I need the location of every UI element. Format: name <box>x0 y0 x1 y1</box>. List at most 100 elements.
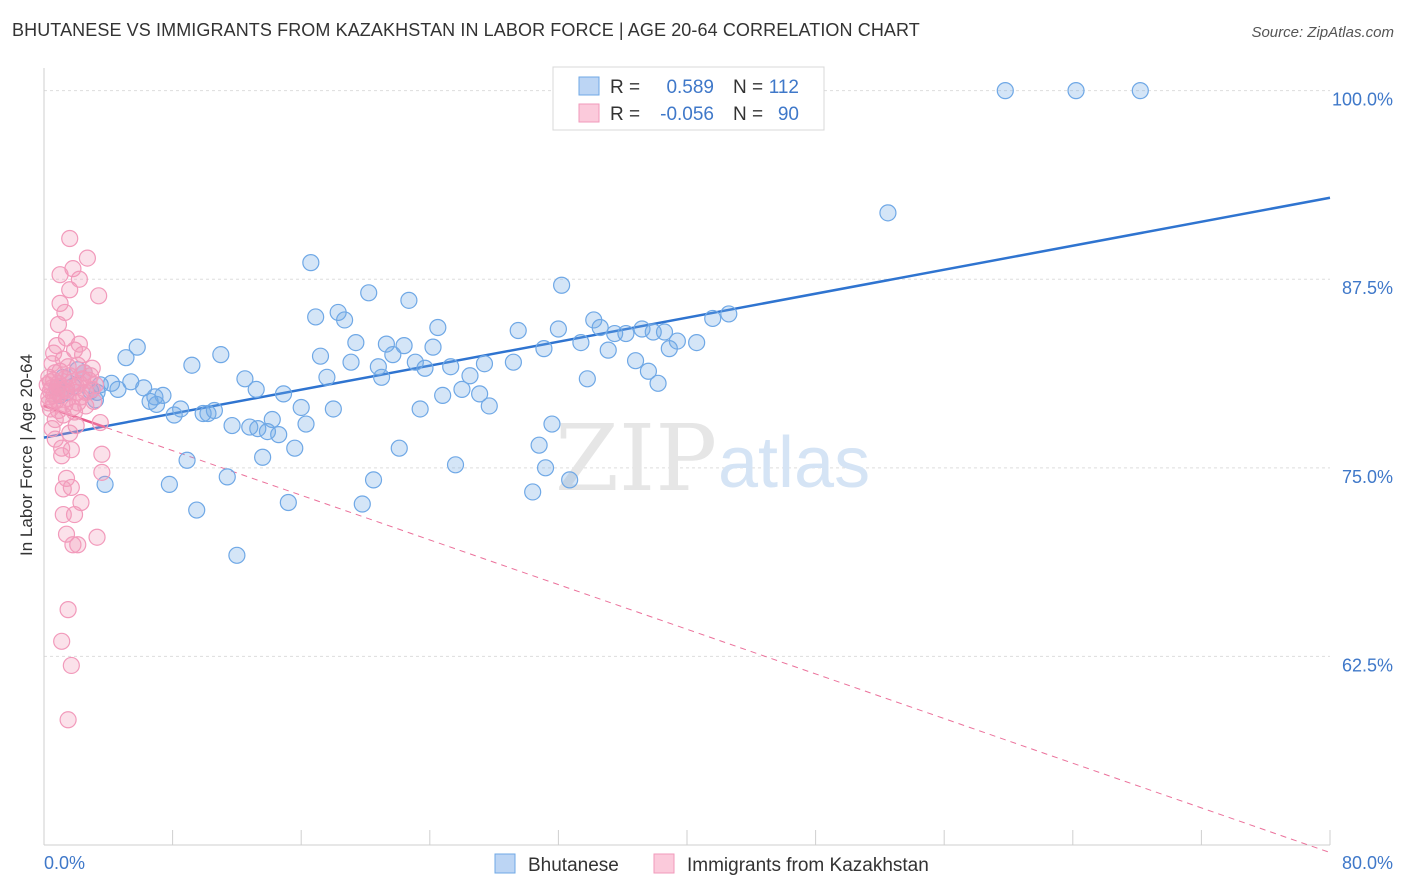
point-bhutanese <box>688 333 706 352</box>
point-bhutanese <box>475 355 494 373</box>
point-kazakhstan <box>64 536 82 554</box>
point-bhutanese <box>188 501 206 519</box>
point-bhutanese <box>194 404 212 423</box>
point-kazakhstan <box>62 441 80 459</box>
x-tick-label: 80.0% <box>1342 853 1393 873</box>
point-bhutanese <box>591 318 609 337</box>
point-bhutanese <box>1067 82 1085 100</box>
point-bhutanese <box>524 483 542 501</box>
point-bhutanese <box>879 204 897 222</box>
point-bhutanese <box>384 346 402 364</box>
point-bhutanese <box>302 254 320 272</box>
point-bhutanese <box>212 346 230 364</box>
point-bhutanese <box>247 380 265 398</box>
point-kazakhstan <box>57 525 76 543</box>
point-kazakhstan <box>45 386 63 404</box>
point-bhutanese <box>249 419 267 438</box>
point-kazakhstan <box>70 335 88 353</box>
point-bhutanese <box>446 456 465 474</box>
point-kazakhstan <box>59 601 77 619</box>
y-tick-label: 100.0% <box>1332 90 1393 110</box>
watermark-zip: ZIP <box>555 405 717 512</box>
point-bhutanese <box>228 546 246 564</box>
point-kazakhstan <box>57 469 76 487</box>
y-tick-label: 62.5% <box>1342 655 1393 675</box>
trend-line-kazakhstan-dashed <box>43 405 1331 854</box>
point-kazakhstan <box>46 430 64 448</box>
point-bhutanese <box>434 386 452 404</box>
series-legend: Bhutanese Immigrants from Kazakhstan <box>494 853 929 876</box>
point-bhutanese <box>471 385 489 403</box>
point-bhutanese <box>406 353 424 371</box>
point-bhutanese <box>639 362 658 380</box>
point-kazakhstan <box>86 376 105 394</box>
stats-legend-r-value: -0.056 <box>660 104 714 125</box>
point-kazakhstan <box>67 416 85 435</box>
stats-legend: R = 0.589 N = 112 R = -0.056 N = 90 <box>552 66 825 131</box>
watermark: ZIP atlas <box>555 405 870 512</box>
stats-legend-swatch-pink <box>578 103 600 123</box>
point-bhutanese <box>720 305 738 323</box>
point-bhutanese <box>292 398 310 417</box>
point-bhutanese <box>424 338 442 356</box>
point-kazakhstan <box>93 445 111 463</box>
point-bhutanese <box>390 439 408 457</box>
point-bhutanese <box>353 495 371 513</box>
point-kazakhstan <box>46 410 64 429</box>
point-kazakhstan <box>51 294 69 312</box>
point-kazakhstan <box>62 478 80 497</box>
point-bhutanese <box>1131 82 1149 100</box>
point-bhutanese <box>270 426 288 444</box>
point-bhutanese <box>342 353 360 371</box>
point-bhutanese <box>117 349 135 367</box>
point-bhutanese <box>324 400 342 418</box>
point-bhutanese <box>655 323 674 341</box>
stats-legend-r-label: R = <box>610 77 640 98</box>
stats-legend-swatch-blue <box>578 76 600 96</box>
point-kazakhstan <box>77 397 95 415</box>
grid-lines <box>44 90 1330 657</box>
point-bhutanese <box>530 436 548 454</box>
point-bhutanese <box>416 359 434 377</box>
point-bhutanese <box>429 318 447 337</box>
point-kazakhstan <box>90 287 108 305</box>
point-bhutanese <box>286 439 304 457</box>
point-bhutanese <box>509 321 527 340</box>
point-bhutanese <box>535 340 553 358</box>
point-bhutanese <box>146 388 164 406</box>
watermark-atlas: atlas <box>718 423 870 503</box>
point-kazakhstan <box>62 656 80 675</box>
point-bhutanese <box>633 320 651 338</box>
point-bhutanese <box>668 332 686 350</box>
point-bhutanese <box>254 448 272 466</box>
point-bhutanese <box>223 416 241 435</box>
point-bhutanese <box>369 358 387 376</box>
legend-label-bhutanese: Bhutanese <box>528 855 619 876</box>
point-bhutanese <box>236 370 254 388</box>
point-kazakhstan <box>70 270 88 288</box>
point-bhutanese <box>109 380 127 398</box>
point-bhutanese <box>377 335 395 353</box>
point-bhutanese <box>572 333 590 352</box>
chart-title: BHUTANESE VS IMMIGRANTS FROM KAZAKHSTAN … <box>12 20 920 40</box>
point-bhutanese <box>347 333 365 352</box>
point-bhutanese <box>160 475 178 494</box>
point-bhutanese <box>360 284 378 302</box>
point-bhutanese <box>442 358 460 376</box>
y-tick-labels: 62.5% 75.0% 87.5% 100.0% <box>1332 90 1393 676</box>
point-kazakhstan <box>72 493 90 512</box>
point-bhutanese <box>411 400 429 418</box>
point-bhutanese <box>453 380 471 398</box>
point-kazakhstan <box>41 373 60 391</box>
point-bhutanese <box>553 276 571 294</box>
point-bhutanese <box>307 308 325 326</box>
point-bhutanese <box>599 341 617 359</box>
point-bhutanese <box>626 352 645 370</box>
point-kazakhstan <box>59 711 77 729</box>
point-kazakhstan <box>78 249 97 267</box>
point-bhutanese <box>543 415 561 433</box>
point-kazakhstan <box>73 346 92 364</box>
point-kazakhstan <box>53 632 71 650</box>
point-bhutanese <box>561 471 579 489</box>
stats-legend-n-label: N = <box>733 77 763 98</box>
